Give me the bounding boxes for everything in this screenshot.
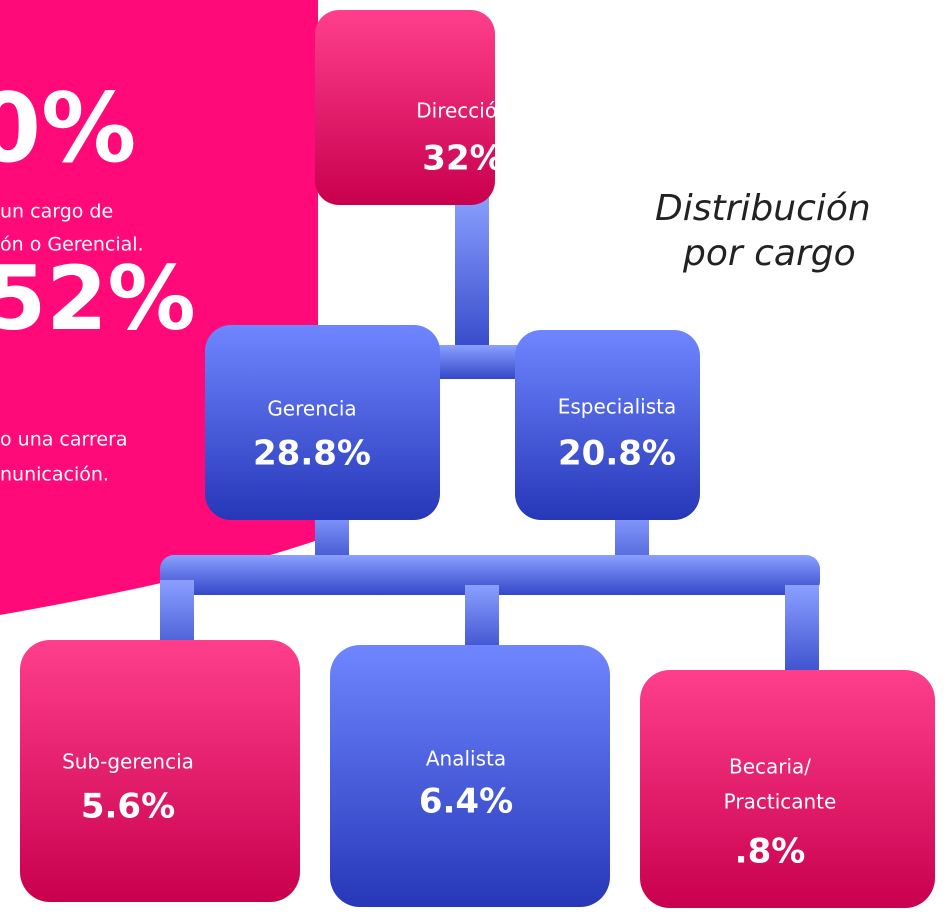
node-label: Dirección xyxy=(416,99,510,123)
node-value: .8% xyxy=(735,832,806,872)
node-value: 28.8% xyxy=(253,434,371,474)
stat-text: o una carrera xyxy=(0,429,128,451)
stat-text: nunicación. xyxy=(0,464,109,486)
title: por cargo xyxy=(682,233,856,274)
node-value: 6.4% xyxy=(419,782,513,822)
stat-text: un cargo de xyxy=(0,201,113,223)
node-label: Practicante xyxy=(724,790,837,814)
title: Distribución xyxy=(655,188,871,229)
node-value: 32% xyxy=(422,139,503,179)
node-label: Sub-gerencia xyxy=(62,750,194,774)
node-value: 5.6% xyxy=(81,787,175,827)
node-label: Gerencia xyxy=(267,397,356,421)
node-value: 20.8% xyxy=(558,434,676,474)
node-label: Becaria/ xyxy=(729,755,811,779)
stat-value: 52% xyxy=(0,247,196,350)
node-label: Analista xyxy=(426,747,506,771)
node-label: Especialista xyxy=(558,395,677,419)
stat-value: 0% xyxy=(0,74,136,184)
infographic: 0% un cargo de ón o Gerencial. 52% o una… xyxy=(0,0,948,921)
